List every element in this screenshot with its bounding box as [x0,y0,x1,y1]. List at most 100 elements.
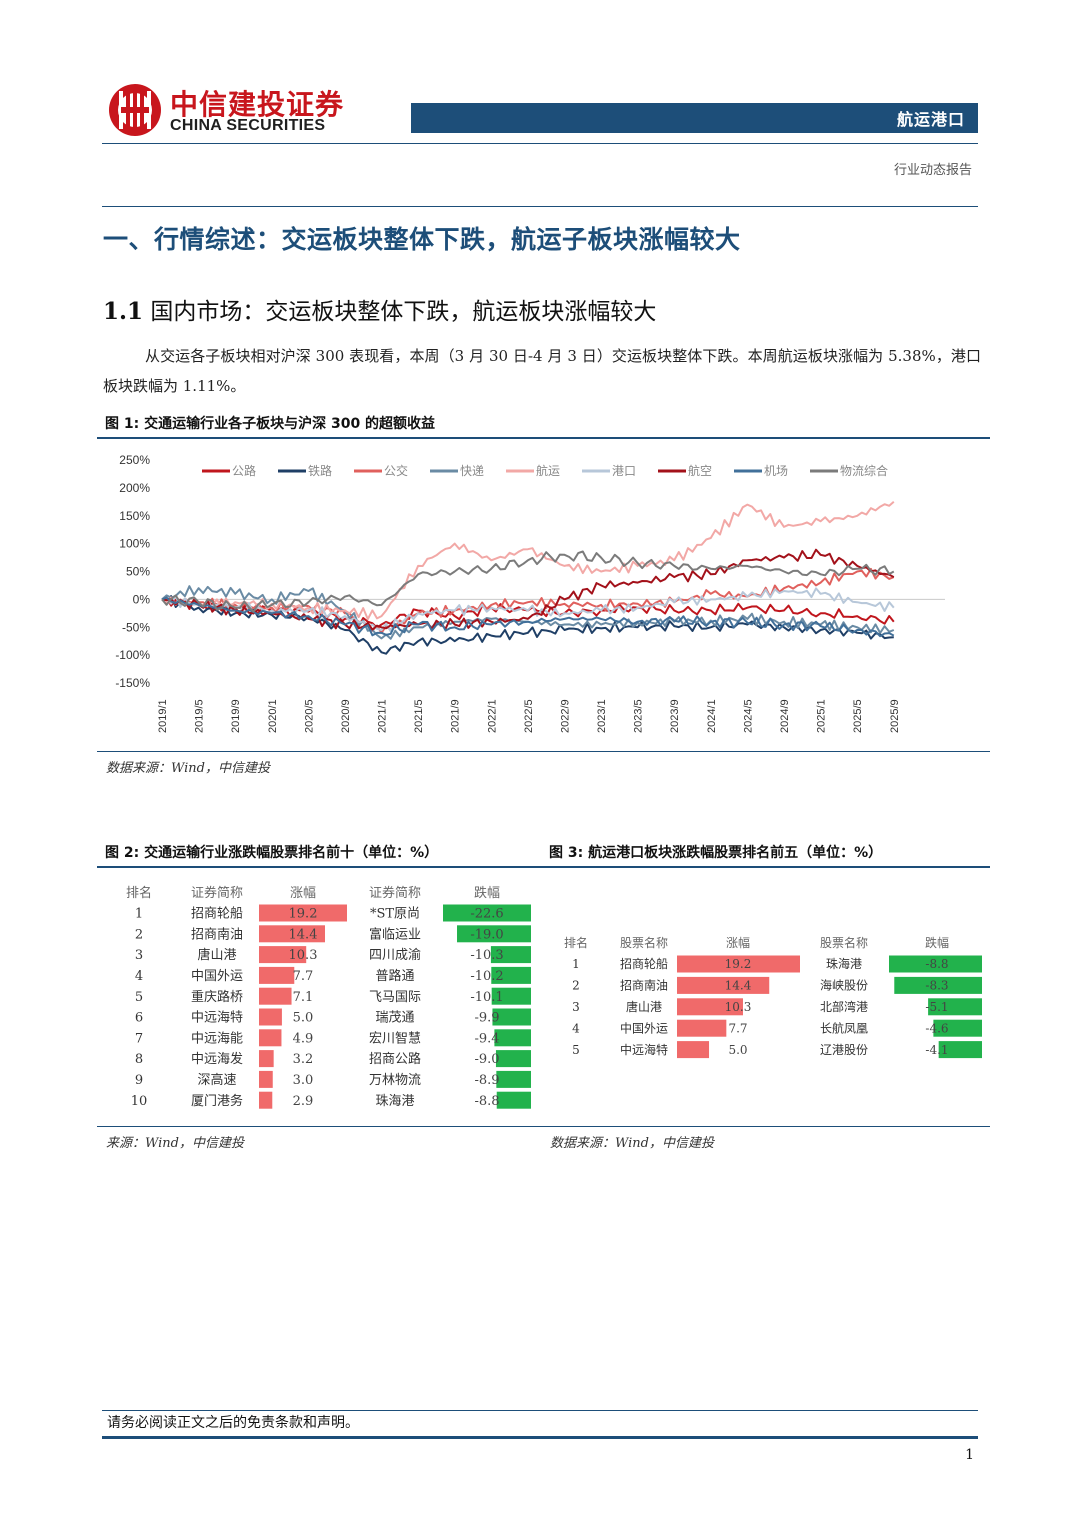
rank-cell: 2 [572,979,580,993]
fig3-source: 数据来源：Wind，中信建投 [550,1136,714,1151]
loss-value: -8.3 [925,979,948,993]
loss-bar [495,1050,531,1068]
gain-bar [677,976,770,994]
fig3-title: 图 3: 航运港口板块涨跌幅股票排名前五（单位：%） [549,845,883,861]
fig2-ranking-table: 排名 证券简称 涨幅 证券简称 跌幅 1 招商轮船 19.2 *ST原尚 -22.6 2 招商南油 14… [126,885,531,1109]
gain-bar [259,1029,282,1047]
heading-2-text: 国内市场：交运板块整体下跌，航运板块涨幅较大 [150,299,657,325]
x-tick-label: 2019/5 [194,699,206,733]
down-name-cell: *ST原尚 [370,907,420,922]
legend-label: 物流综合 [840,463,888,478]
report-type: 行业动态报告 [893,163,972,178]
rank-cell: 6 [135,1011,143,1026]
up-name-cell: 招商轮船 [620,956,668,971]
rank-cell: 4 [135,969,143,984]
table-header: 证券简称 [369,885,421,901]
down-name-cell: 四川成渝 [369,947,421,963]
loss-bar [928,998,982,1016]
down-name-cell: 北部湾港 [820,999,868,1014]
loss-value: -19.0 [470,927,503,942]
x-tick-label: 2023/9 [669,699,681,733]
gain-bar [259,946,307,964]
table-header: 证券简称 [191,885,243,901]
gain-bar [259,1091,273,1109]
company-logo-mark [109,84,161,136]
gain-value: 7.7 [293,969,314,984]
loss-bar [492,1008,531,1026]
x-tick-label: 2021/5 [413,699,425,733]
gain-value: 7.1 [293,990,314,1005]
rank-cell: 4 [572,1021,580,1035]
legend-label: 机场 [764,464,788,478]
heading-1: 一、行情综述：交运板块整体下跌，航运子板块涨幅较大 [103,225,741,254]
fig2-source: 来源：Wind，中信建投 [106,1136,244,1151]
up-name-cell: 招商轮船 [191,907,243,922]
down-name-cell: 宏川智慧 [369,1030,421,1046]
down-name-cell: 普路通 [375,968,414,984]
gain-bar [677,1041,710,1059]
page-number: 1 [965,1447,974,1463]
legend-label: 航运 [536,463,560,478]
y-tick-label: 0% [133,592,151,606]
y-tick-label: 150% [119,509,150,523]
x-tick-label: 2019/1 [157,699,169,733]
fig3-top-rule [542,866,990,868]
loss-value: -10.3 [470,948,503,963]
x-tick-label: 2025/5 [852,699,864,733]
rank-cell: 8 [135,1052,143,1067]
y-tick-label: -150% [115,676,150,690]
rank-cell: 3 [135,948,143,963]
loss-bar [491,987,531,1005]
fig1-source: 数据来源：Wind，中信建投 [106,761,270,776]
down-name-cell: 万林物流 [369,1073,421,1088]
table-header: 涨幅 [726,935,750,950]
gain-value: 14.4 [725,979,752,993]
table-header: 排名 [564,935,588,950]
rank-cell: 2 [135,927,143,942]
down-name-cell: 富临运业 [369,926,421,942]
fig2-title: 图 2: 交通运输行业涨跌幅股票排名前十（单位：%） [105,845,439,861]
gain-bar [259,904,347,922]
loss-bar [443,904,531,922]
table-header: 排名 [126,885,152,901]
gain-value: 19.2 [725,957,752,971]
fig1-top-rule [97,437,990,439]
gain-value: 10.3 [289,948,318,963]
table-header: 跌幅 [474,885,500,901]
gain-bar [259,925,325,943]
loss-value: -10.2 [470,969,503,984]
rank-cell: 3 [572,1000,580,1014]
table-header: 涨幅 [290,886,316,901]
loss-value: -8.8 [474,1094,499,1109]
x-tick-label: 2022/9 [559,699,571,733]
loss-bar [491,966,531,984]
x-tick-label: 2025/1 [816,699,828,733]
up-name-cell: 招商南油 [620,978,668,993]
loss-bar [894,976,982,994]
gain-bar [259,1008,282,1026]
fig3-ranking-table: 排名 股票名称 涨幅 股票名称 跌幅 1 招商轮船 19.2 珠海港 -8.8 2 招商南油 14.4 海… [564,935,982,1059]
loss-value: -9.0 [474,1052,499,1067]
disclaimer: 请务必阅读正文之后的免责条款和声明。 [107,1415,359,1431]
loss-bar [494,1029,531,1047]
heading-2-number: 1.1 [103,298,144,325]
x-tick-label: 2020/1 [267,699,279,733]
up-name-cell: 厦门港务 [191,1093,243,1109]
down-name-cell: 海峡股份 [820,978,868,993]
gain-value: 7.7 [728,1021,747,1035]
x-tick-label: 2023/1 [596,699,608,733]
up-name-cell: 中远海能 [191,1031,243,1046]
x-tick-label: 2024/5 [742,699,754,733]
series-line-机场 [161,596,895,638]
table-header: 股票名称 [820,935,868,950]
legend-label: 航空 [688,463,712,478]
table-header: 跌幅 [925,935,949,950]
loss-bar [933,1019,982,1037]
gain-value: 2.9 [293,1094,314,1109]
loss-value: -5.1 [925,1000,948,1014]
x-tick-label: 2025/9 [889,699,901,733]
section-tag: 航运港口 [896,110,965,129]
series-line-航空 [161,548,895,631]
x-tick-label: 2020/9 [340,699,352,733]
legend-label: 公路 [232,463,256,478]
